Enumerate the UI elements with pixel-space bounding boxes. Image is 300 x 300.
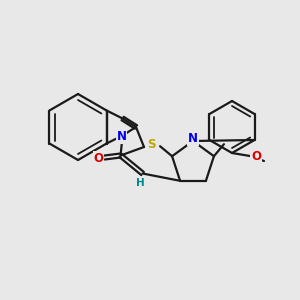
Text: H: H [136, 178, 145, 188]
Text: N: N [117, 130, 127, 143]
Text: N: N [188, 133, 198, 146]
Text: O: O [94, 152, 103, 165]
Text: O: O [251, 149, 261, 163]
Text: S: S [147, 139, 155, 152]
